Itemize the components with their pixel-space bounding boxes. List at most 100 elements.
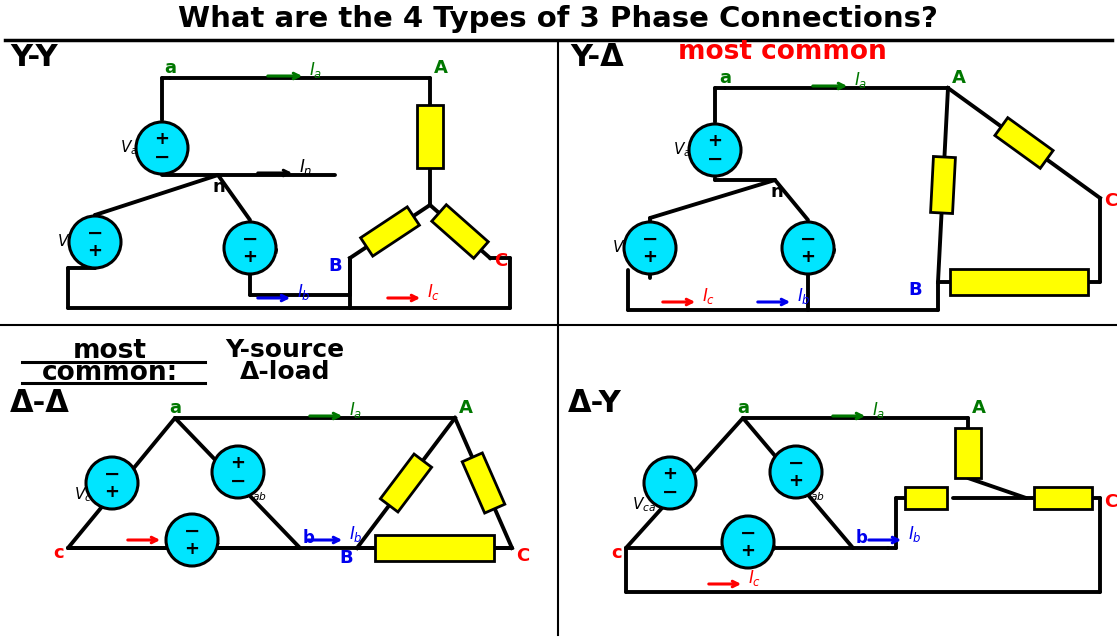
Circle shape <box>782 222 834 274</box>
Text: a: a <box>719 69 731 87</box>
Text: C: C <box>1104 192 1117 210</box>
Text: Y-Y: Y-Y <box>10 44 58 72</box>
Text: +: + <box>642 248 658 266</box>
Text: a: a <box>164 59 176 77</box>
Text: $V_{bn}$: $V_{bn}$ <box>254 239 279 257</box>
Text: $I_c$: $I_c$ <box>427 282 440 302</box>
Text: $I_b$: $I_b$ <box>297 282 311 302</box>
Text: +: + <box>789 472 803 490</box>
Circle shape <box>86 457 139 509</box>
Text: −: − <box>800 230 817 248</box>
Text: $V_{an}$: $V_{an}$ <box>120 139 145 157</box>
Polygon shape <box>930 156 955 214</box>
Text: $I_c$: $I_c$ <box>168 524 180 544</box>
Text: B: B <box>328 257 342 275</box>
Text: Y-source: Y-source <box>226 338 344 362</box>
Text: What are the 4 Types of 3 Phase Connections?: What are the 4 Types of 3 Phase Connecti… <box>178 5 938 33</box>
Bar <box>905 487 947 509</box>
Text: $I_b$: $I_b$ <box>349 524 363 544</box>
Text: $I_a$: $I_a$ <box>309 60 323 80</box>
Text: $V_{ab}$: $V_{ab}$ <box>242 484 267 503</box>
Text: $I_a$: $I_a$ <box>872 400 886 420</box>
Text: b: b <box>856 529 868 547</box>
Text: +: + <box>242 248 258 266</box>
Polygon shape <box>361 207 419 256</box>
Text: −: − <box>661 483 678 502</box>
Text: most: most <box>73 338 147 364</box>
Text: B: B <box>908 281 922 299</box>
Text: most common: most common <box>678 39 887 65</box>
Circle shape <box>225 222 276 274</box>
Text: −: − <box>184 522 200 541</box>
Text: $V_{ca}$: $V_{ca}$ <box>632 495 656 515</box>
Text: $I_a$: $I_a$ <box>349 400 362 420</box>
Text: $V_{bc}$: $V_{bc}$ <box>195 534 221 552</box>
Text: $I_b$: $I_b$ <box>908 524 922 544</box>
Text: +: + <box>87 242 103 260</box>
Text: Δ-Y: Δ-Y <box>569 388 622 417</box>
Text: $V_{an}$: $V_{an}$ <box>674 141 698 159</box>
Circle shape <box>212 446 264 498</box>
Text: $V_{bc}$: $V_{bc}$ <box>752 536 777 554</box>
Polygon shape <box>462 453 505 513</box>
Circle shape <box>722 516 774 568</box>
Text: b: b <box>303 529 315 547</box>
Text: $I_b$: $I_b$ <box>798 286 811 306</box>
Text: −: − <box>787 454 804 472</box>
Text: +: + <box>154 130 170 148</box>
Bar <box>955 428 981 478</box>
Text: +: + <box>801 248 815 266</box>
Text: C: C <box>516 547 529 565</box>
Circle shape <box>166 514 218 566</box>
Bar <box>375 535 494 561</box>
Circle shape <box>624 222 676 274</box>
Text: −: − <box>739 524 756 543</box>
Bar <box>1034 487 1092 509</box>
Text: +: + <box>105 483 120 501</box>
Text: +: + <box>707 132 723 150</box>
Text: common:: common: <box>41 360 178 386</box>
Text: −: − <box>230 472 246 490</box>
Text: c: c <box>611 544 622 562</box>
Text: Δ-Δ: Δ-Δ <box>10 388 70 417</box>
Text: $V_{ab}$: $V_{ab}$ <box>800 484 825 503</box>
Polygon shape <box>995 118 1053 168</box>
Circle shape <box>69 216 121 268</box>
Text: +: + <box>184 540 200 558</box>
Circle shape <box>136 122 188 174</box>
Text: +: + <box>230 454 246 472</box>
Text: C: C <box>494 252 507 270</box>
Text: C: C <box>1104 493 1117 511</box>
Bar <box>417 105 443 168</box>
Text: n: n <box>213 178 226 196</box>
Text: a: a <box>737 399 750 417</box>
Bar <box>949 269 1088 295</box>
Circle shape <box>770 446 822 498</box>
Text: B: B <box>338 549 353 567</box>
Text: +: + <box>662 465 678 483</box>
Text: a: a <box>169 399 181 417</box>
Circle shape <box>645 457 696 509</box>
Text: Y-Δ: Y-Δ <box>570 44 623 72</box>
Text: $V_{cn}$: $V_{cn}$ <box>57 233 82 252</box>
Text: A: A <box>435 59 448 77</box>
Text: $V_{bn}$: $V_{bn}$ <box>812 239 838 257</box>
Text: $I_a$: $I_a$ <box>855 70 867 90</box>
Text: Δ-load: Δ-load <box>240 360 331 384</box>
Text: A: A <box>972 399 986 417</box>
Text: $I_c$: $I_c$ <box>701 286 715 306</box>
Text: $I_n$: $I_n$ <box>299 157 313 177</box>
Text: +: + <box>741 542 755 560</box>
Text: $V_{ca}$: $V_{ca}$ <box>74 486 98 504</box>
Text: A: A <box>459 399 472 417</box>
Circle shape <box>689 124 741 176</box>
Text: −: − <box>87 223 103 243</box>
Text: c: c <box>52 544 64 562</box>
Text: n: n <box>770 183 783 201</box>
Text: $I_c$: $I_c$ <box>748 568 761 588</box>
Text: A: A <box>952 69 966 87</box>
Text: −: − <box>241 230 258 248</box>
Text: −: − <box>707 150 723 168</box>
Polygon shape <box>381 454 431 512</box>
Text: B: B <box>928 492 942 510</box>
